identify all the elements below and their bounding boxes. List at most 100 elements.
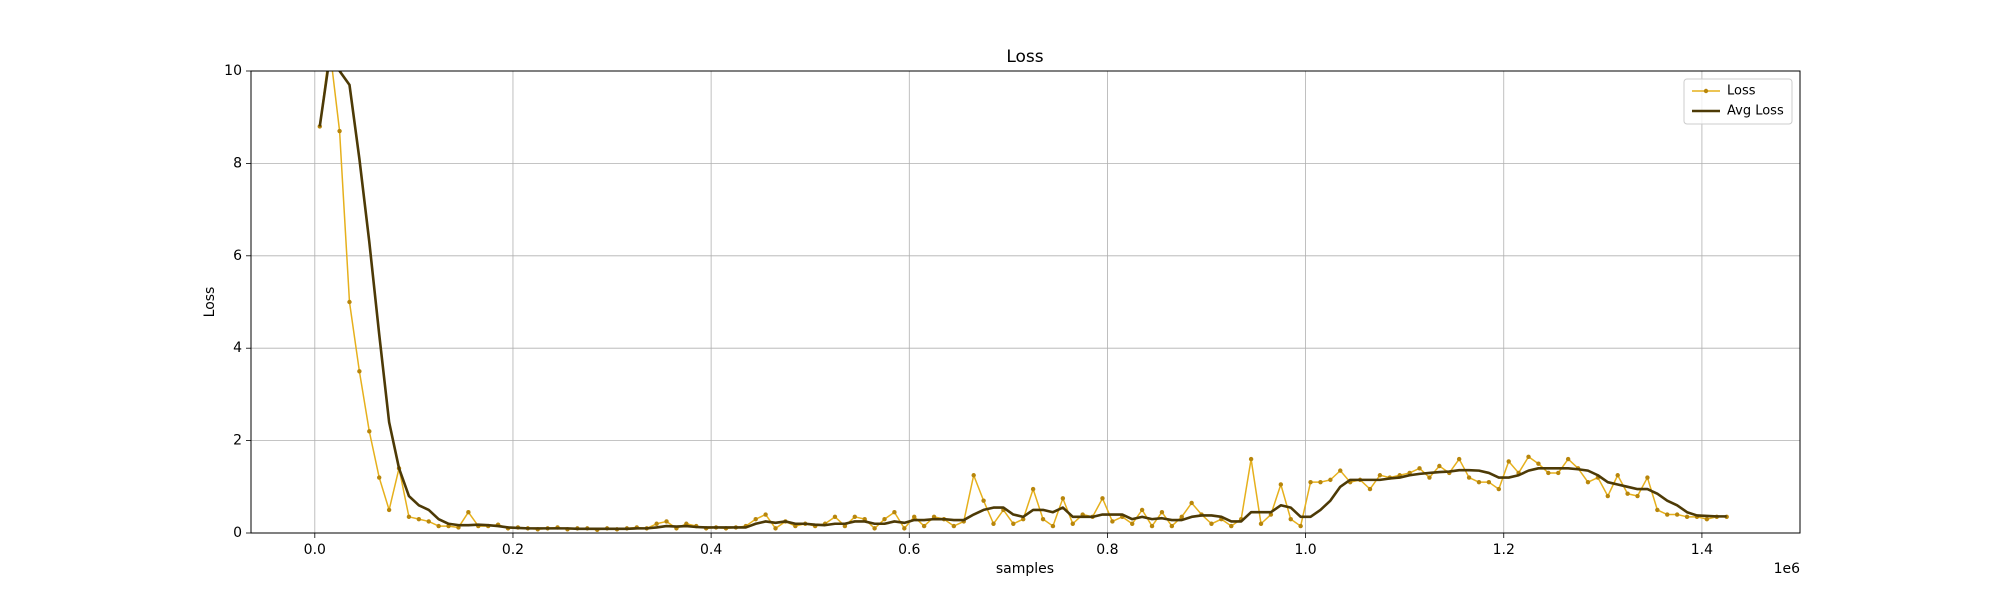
x-tick-label: 0.2 [502, 542, 524, 558]
data-point [1684, 514, 1690, 520]
legend-label: Loss [1727, 84, 1756, 99]
data-point [357, 369, 362, 374]
x-tick-label: 0.8 [1096, 542, 1118, 558]
y-axis-label: Loss [202, 287, 218, 318]
x-tick-label: 1.2 [1493, 542, 1515, 558]
data-point [971, 473, 976, 478]
data-point [763, 512, 768, 517]
data-point [951, 523, 957, 529]
data-point [852, 514, 857, 520]
ticks: 0.0 0.2 0.4 0.6 0.8 1.0 1.2 1.4 0 2 4 6 8 10 [224, 63, 1713, 558]
data-point [1338, 468, 1343, 473]
data-point [436, 523, 441, 529]
data-point [377, 475, 382, 480]
chart-title: Loss [1006, 47, 1043, 67]
data-point [1417, 466, 1422, 471]
data-point [1556, 470, 1561, 476]
legend: Loss Avg Loss [1683, 78, 1793, 125]
data-point [1456, 456, 1462, 462]
data-point [1021, 516, 1026, 522]
x-tick-label: 1.0 [1294, 542, 1316, 558]
data-point [1298, 523, 1303, 529]
data-point [1110, 519, 1115, 524]
y-tick-label: 10 [224, 63, 242, 79]
data-point [1635, 493, 1640, 499]
data-point [1328, 477, 1333, 483]
x-axis-label: samples [996, 561, 1054, 577]
legend-label: Avg Loss [1727, 104, 1784, 119]
data-point [1625, 491, 1630, 496]
x-offset-label: 1e6 [1774, 561, 1801, 577]
legend-marker [1703, 88, 1709, 94]
data-point [1605, 493, 1610, 499]
data-point [1536, 461, 1541, 466]
series-line [318, 71, 1727, 531]
data-point [1427, 475, 1432, 480]
data-point [1248, 456, 1254, 462]
data-point [1367, 486, 1373, 492]
data-point [1486, 479, 1492, 485]
data-point [1288, 516, 1293, 522]
data-point [753, 516, 758, 522]
data-point [1506, 459, 1511, 464]
y-tick-label: 0 [233, 525, 242, 541]
data-point [1130, 521, 1135, 526]
data-point [1476, 479, 1482, 485]
data-point [386, 507, 392, 513]
data-point [902, 526, 907, 531]
data-point [426, 519, 431, 524]
data-point [1169, 523, 1175, 529]
data-point [991, 521, 996, 526]
data-point [1149, 523, 1155, 529]
data-point [1645, 475, 1650, 480]
data-point [1665, 512, 1670, 517]
data-point [1585, 479, 1591, 485]
plot-area [317, 71, 1729, 532]
data-point [1466, 475, 1472, 480]
data-point [1377, 473, 1383, 478]
data-point [892, 510, 897, 515]
data-point [1229, 523, 1234, 529]
data-point [1318, 479, 1323, 485]
data-point [1040, 516, 1046, 522]
data-point [1615, 473, 1620, 478]
data-point [1159, 510, 1165, 515]
axes-frame [250, 70, 1801, 534]
data-point [1674, 512, 1680, 517]
data-point [1258, 521, 1264, 526]
data-point [367, 429, 372, 434]
x-tick-label: 1.4 [1691, 542, 1713, 558]
data-point [1030, 486, 1036, 492]
data-point [466, 510, 471, 515]
data-point [1070, 521, 1075, 526]
data-point [832, 514, 838, 520]
data-point [921, 523, 927, 529]
x-tick-label: 0.4 [700, 542, 722, 558]
data-point [1139, 507, 1145, 513]
data-point [1179, 514, 1184, 520]
y-tick-label: 4 [233, 340, 242, 356]
y-tick-label: 8 [233, 155, 242, 171]
data-point [1050, 523, 1056, 529]
y-tick-label: 2 [233, 433, 242, 449]
data-point [912, 514, 917, 520]
data-point [1308, 479, 1313, 485]
x-tick-label: 0.6 [898, 542, 920, 558]
data-point [1704, 516, 1710, 522]
data-point [1526, 454, 1531, 459]
data-point [406, 514, 412, 520]
data-point [1565, 456, 1571, 462]
data-point [1496, 486, 1502, 492]
data-point [337, 128, 342, 134]
data-point [1278, 482, 1284, 487]
data-point [1100, 496, 1105, 501]
data-point [416, 516, 422, 522]
data-point [1655, 507, 1660, 513]
data-point [773, 526, 778, 531]
data-point [1060, 496, 1066, 501]
data-point [664, 519, 669, 524]
data-point [872, 526, 877, 531]
data-point [1209, 521, 1214, 526]
